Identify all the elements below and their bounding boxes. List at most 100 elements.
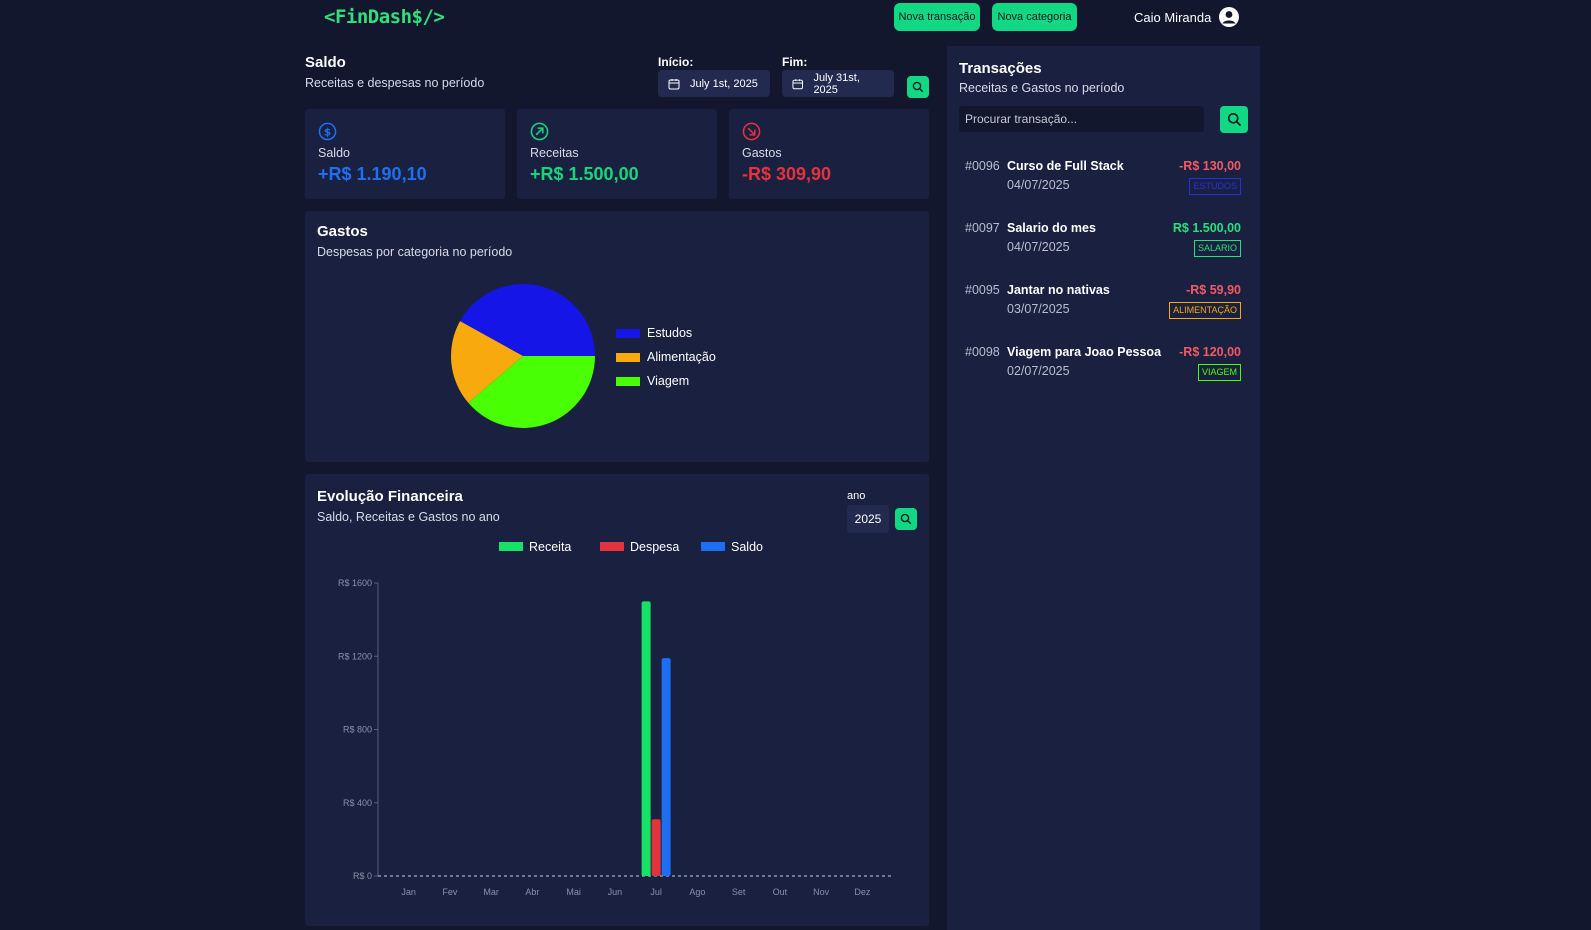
x-tick-label: Ago <box>689 887 705 897</box>
income-card-value: +R$ 1.500,00 <box>530 164 639 184</box>
bar-receita-jul[interactable] <box>641 601 651 876</box>
user-avatar-icon[interactable] <box>1219 7 1240 27</box>
year-search-button[interactable] <box>895 508 917 530</box>
legend-label: Despesa <box>630 540 679 554</box>
bar-legend-item[interactable]: Receita <box>499 540 571 554</box>
bar-legend-item[interactable]: Saldo <box>701 540 763 554</box>
y-tick-label: R$ 1600 <box>338 578 372 588</box>
x-tick-label: Fev <box>442 887 458 897</box>
search-icon <box>912 81 924 93</box>
balance-subtitle: Receitas e despesas no período <box>305 76 485 90</box>
evolution-title: Evolução Financeira <box>317 488 463 505</box>
transaction-title: Curso de Full Stack <box>1007 159 1124 173</box>
transaction-amount: -R$ 59,90 <box>1186 283 1241 297</box>
transaction-id: #0097 <box>965 221 1000 235</box>
new-transaction-button[interactable]: Nova transação <box>894 3 980 31</box>
start-date-label: Início: <box>658 55 694 69</box>
legend-label: Receita <box>529 540 571 554</box>
evolution-subtitle: Saldo, Receitas e Gastos no ano <box>317 510 500 524</box>
end-date-value: July 31st, 2025 <box>813 71 860 96</box>
user-menu[interactable]: Caio Miranda <box>1134 7 1240 27</box>
income-card: Receitas +R$ 1.500,00 <box>517 109 717 199</box>
legend-item-alimentacao[interactable]: Alimentação <box>616 345 716 369</box>
arrow-up-right-icon <box>530 122 549 141</box>
transaction-item[interactable]: #0098 Viagem para Joao Pessoa 02/07/2025… <box>959 345 1249 401</box>
x-tick-label: Jul <box>650 887 662 897</box>
start-date-picker[interactable]: July 1st, 2025 <box>658 70 770 97</box>
arrow-down-right-icon <box>742 122 761 141</box>
transactions-title: Transações <box>959 60 1042 77</box>
expenses-pie-chart <box>451 284 595 428</box>
transaction-title: Jantar no nativas <box>1007 283 1110 297</box>
x-tick-label: Set <box>732 887 746 897</box>
y-tick-label: R$ 400 <box>343 798 372 808</box>
transactions-subtitle: Receitas e Gastos no período <box>959 81 1125 95</box>
bar-saldo-jul[interactable] <box>661 658 671 876</box>
legend-label: Alimentação <box>647 350 716 364</box>
expenses-panel: Gastos Despesas por categoria no período… <box>305 211 929 462</box>
balance-card-value: +R$ 1.190,10 <box>318 164 427 184</box>
pie-slice-estudos[interactable] <box>460 284 595 356</box>
bar-despesa-jul[interactable] <box>651 819 661 876</box>
transaction-tag: ESTUDOS <box>1189 178 1241 195</box>
transaction-search-button[interactable] <box>1220 106 1248 133</box>
x-tick-label: Abr <box>525 887 539 897</box>
expenses-title: Gastos <box>317 223 368 240</box>
x-tick-label: Mar <box>483 887 499 897</box>
new-category-button[interactable]: Nova categoria <box>992 3 1077 31</box>
transaction-id: #0096 <box>965 159 1000 173</box>
balance-card: $ Saldo +R$ 1.190,10 <box>305 109 505 199</box>
x-tick-label: Jan <box>401 887 416 897</box>
evolution-bar-chart: Receita Despesa Saldo R$ 0 R$ 400 R$ 800 R$ 1… <box>338 540 893 897</box>
pie-slice-alimentacao[interactable] <box>451 321 523 403</box>
pie-slice-viagem[interactable] <box>468 356 595 428</box>
transaction-date: 04/07/2025 <box>1007 178 1070 192</box>
year-input[interactable]: 2025 <box>847 505 889 533</box>
legend-swatch <box>499 542 523 551</box>
legend-item-estudos[interactable]: Estudos <box>616 321 716 345</box>
bar-legend-item[interactable]: Despesa <box>600 540 679 554</box>
transaction-id: #0095 <box>965 283 1000 297</box>
transaction-id: #0098 <box>965 345 1000 359</box>
transaction-amount: -R$ 130,00 <box>1179 159 1241 173</box>
expenses-card-label: Gastos <box>742 146 782 160</box>
x-tick-label: Mai <box>566 887 581 897</box>
end-date-label: Fim: <box>782 55 808 69</box>
legend-label: Viagem <box>647 374 690 388</box>
x-tick-label: Out <box>773 887 788 897</box>
expenses-subtitle: Despesas por categoria no período <box>317 245 513 259</box>
user-name: Caio Miranda <box>1134 9 1212 25</box>
x-tick-label: Dez <box>854 887 871 897</box>
transaction-item[interactable]: #0095 Jantar no nativas 03/07/2025 -R$ 5… <box>959 283 1249 339</box>
transaction-date: 04/07/2025 <box>1007 240 1070 254</box>
transaction-tag: SALARIO <box>1193 240 1241 257</box>
dollar-circle-icon: $ <box>318 122 337 141</box>
start-date-value: July 1st, 2025 <box>690 77 758 90</box>
legend-swatch <box>616 376 640 386</box>
transaction-tag: ALIMENTAÇÃO <box>1169 302 1241 319</box>
transaction-item[interactable]: #0096 Curso de Full Stack 04/07/2025 -R$… <box>959 159 1249 215</box>
transaction-search-input[interactable] <box>959 106 1204 132</box>
transaction-date: 02/07/2025 <box>1007 364 1070 378</box>
search-icon <box>1227 112 1241 127</box>
transaction-title: Salario do mes <box>1007 221 1096 235</box>
transaction-item[interactable]: #0097 Salario do mes 04/07/2025 R$ 1.500… <box>959 221 1249 277</box>
expenses-card-value: -R$ 309,90 <box>742 164 832 184</box>
date-search-button[interactable] <box>907 76 929 98</box>
app-logo[interactable]: <FinDash$/> <box>324 6 445 28</box>
pie-legend: Estudos Alimentação Viagem <box>616 321 716 393</box>
transaction-amount: -R$ 120,00 <box>1179 345 1241 359</box>
legend-swatch <box>600 542 624 551</box>
legend-item-viagem[interactable]: Viagem <box>616 369 716 393</box>
balance-card-label: Saldo <box>318 146 350 160</box>
calendar-icon <box>668 78 680 89</box>
year-label: ano <box>847 490 866 502</box>
transaction-tag: VIAGEM <box>1197 364 1241 381</box>
transaction-amount: R$ 1.500,00 <box>1172 221 1241 235</box>
legend-label: Estudos <box>647 326 693 340</box>
legend-swatch <box>701 542 725 551</box>
y-tick-label: R$ 0 <box>353 871 372 881</box>
expenses-card: Gastos -R$ 309,90 <box>729 109 929 199</box>
end-date-picker[interactable]: July 31st, 2025 <box>782 70 894 97</box>
y-tick-label: R$ 1200 <box>338 651 372 661</box>
